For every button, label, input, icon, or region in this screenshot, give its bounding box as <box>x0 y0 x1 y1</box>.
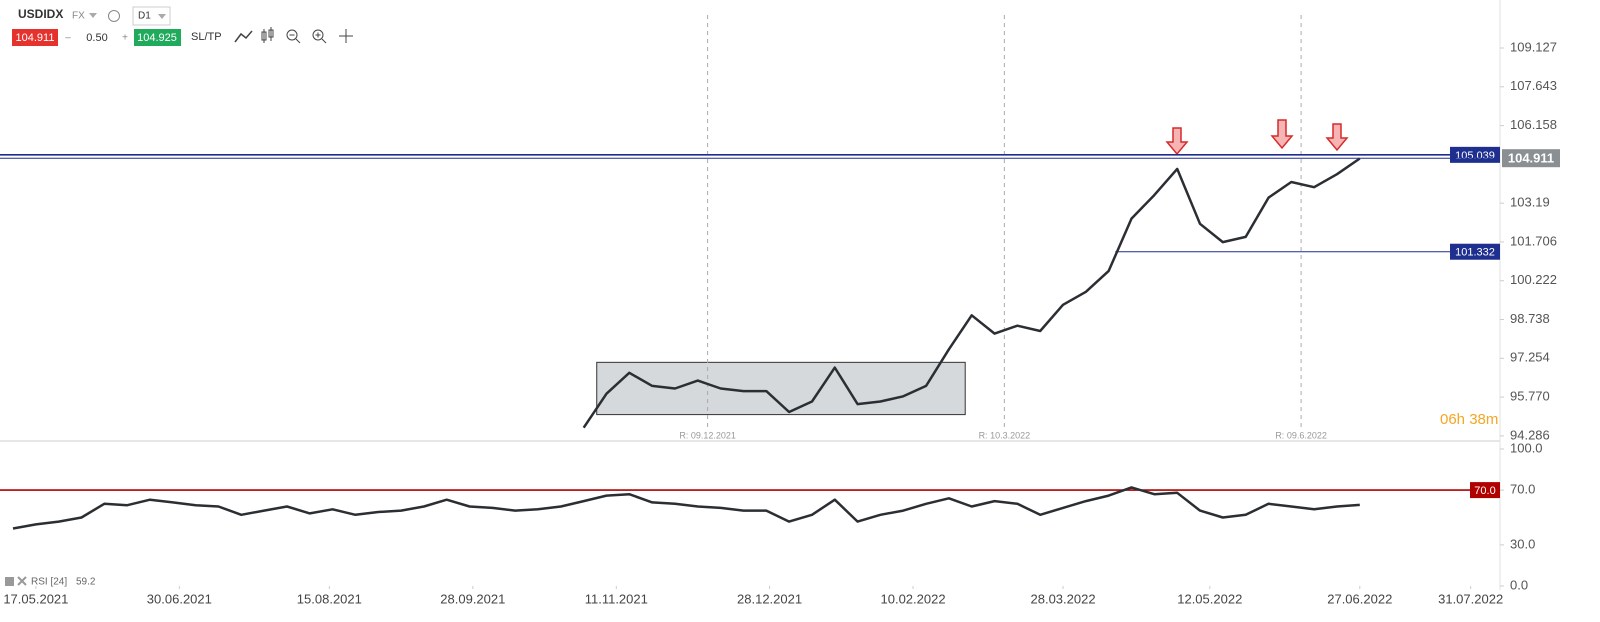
indicator-name: RSI [24] <box>31 577 67 588</box>
line-chart-icon[interactable] <box>234 30 253 43</box>
y-tick-label: 103.19 <box>1510 195 1550 210</box>
indicator-value: 59.2 <box>76 577 96 588</box>
level-tag <box>1450 243 1500 260</box>
x-tick-label: 11.11.2021 <box>585 591 648 606</box>
y-tick-label: 100.222 <box>1510 272 1557 287</box>
range-zone <box>596 361 966 416</box>
ask-price: 104.925 <box>137 32 177 44</box>
level-tag-label: 70.0 <box>1474 485 1495 497</box>
y-tick-label: 100.0 <box>1510 440 1543 455</box>
x-tick-label: 15.08.2021 <box>297 591 362 606</box>
zoom-in-icon[interactable] <box>312 29 327 44</box>
y-tick-label: 106.158 <box>1510 117 1557 132</box>
x-tick-label: 27.06.2022 <box>1327 591 1392 606</box>
rollover-label: R: 10.3.2022 <box>979 430 1031 440</box>
symbol[interactable]: USDIDX <box>18 7 63 21</box>
zoom-out-icon[interactable] <box>286 29 301 44</box>
y-tick-label: 109.127 <box>1510 39 1557 54</box>
x-tick-label: 10.02.2022 <box>881 591 946 606</box>
level-tag-label: 105.039 <box>1455 150 1495 162</box>
rollover-label: R: 09.12.2021 <box>679 430 736 440</box>
y-tick-label: 97.254 <box>1510 350 1550 365</box>
peak-arrows <box>1165 119 1349 156</box>
series-line <box>12 486 1360 530</box>
x-tick-label: 30.06.2021 <box>147 591 212 606</box>
x-tick-label: 28.12.2021 <box>737 591 802 606</box>
x-tick-label: 28.03.2022 <box>1031 591 1096 606</box>
timeframe: D1 <box>138 11 151 22</box>
x-tick-label: 12.05.2022 <box>1177 591 1242 606</box>
sell-button[interactable] <box>12 29 58 46</box>
level-tag <box>1450 146 1500 163</box>
y-tick-label: 70.0 <box>1510 482 1535 497</box>
level-tag <box>1470 482 1500 499</box>
x-tick-label: 28.09.2021 <box>440 591 505 606</box>
minus[interactable]: – <box>65 33 71 44</box>
y-tick-label: 0.0 <box>1510 577 1528 592</box>
current-price-tag <box>1502 149 1560 168</box>
volume[interactable]: 0.50 <box>86 32 107 44</box>
x-tick-label: 31.07.2022 <box>1438 591 1503 606</box>
rollover-label: R: 09.6.2022 <box>1275 430 1327 440</box>
dropdown-caret[interactable] <box>89 13 97 18</box>
timeframe-box[interactable] <box>132 6 171 26</box>
bid-price: 104.911 <box>16 32 55 44</box>
y-tick-label: 30.0 <box>1510 536 1535 551</box>
crosshair-icon[interactable] <box>339 29 353 43</box>
y-tick-label: 98.738 <box>1510 311 1550 326</box>
x-tick-label: 17.05.2021 <box>3 591 68 606</box>
y-tick-label: 107.643 <box>1510 78 1557 93</box>
y-tick-label: 95.770 <box>1510 389 1550 404</box>
candle-icon[interactable] <box>261 27 274 43</box>
dropdown-caret <box>158 14 166 19</box>
info-icon[interactable] <box>108 10 120 22</box>
current-price-label: 104.911 <box>1508 151 1554 166</box>
y-tick-label: 94.286 <box>1510 427 1550 442</box>
countdown: 06h 38m <box>1440 411 1498 428</box>
market-type: FX <box>72 11 85 22</box>
level-tag-label: 101.332 <box>1455 247 1495 259</box>
buy-button[interactable] <box>134 29 181 46</box>
y-tick-label: 101.706 <box>1510 233 1557 248</box>
plus[interactable]: + <box>122 33 128 44</box>
indicator-icons[interactable] <box>5 576 27 586</box>
series-line <box>582 157 1361 429</box>
sltp-button[interactable]: SL/TP <box>191 31 222 43</box>
